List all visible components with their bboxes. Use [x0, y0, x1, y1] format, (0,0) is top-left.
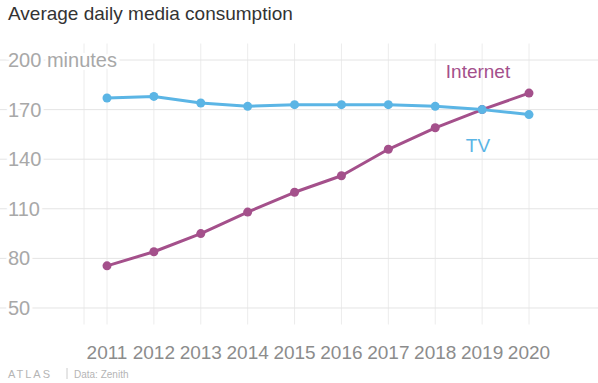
- x-grid-line: [341, 44, 342, 325]
- x-tick-label: 2020: [508, 342, 550, 363]
- point: [196, 229, 205, 238]
- x-grid-line: [247, 44, 248, 325]
- point: [384, 100, 393, 109]
- point: [149, 247, 158, 256]
- x-grid-line: [107, 44, 108, 325]
- point: [290, 188, 299, 197]
- credit: ATLAS: [8, 368, 52, 380]
- point: [103, 261, 112, 270]
- x-grid-line: [294, 44, 295, 325]
- point: [337, 171, 346, 180]
- y-grid-line: [0, 109, 598, 110]
- point: [149, 92, 158, 101]
- x-grid-line: [435, 44, 436, 325]
- source: Data: Zenith: [74, 369, 128, 380]
- point: [243, 208, 252, 217]
- title: Average daily media consumption: [8, 3, 293, 24]
- x-grid-line: [388, 44, 389, 325]
- x-tick-label: 2017: [367, 342, 409, 363]
- point: [290, 100, 299, 109]
- x-tick-label: 2011: [87, 342, 128, 363]
- point: [384, 145, 393, 154]
- x-tick-label: 2012: [133, 342, 175, 363]
- series-label: TV: [466, 135, 491, 156]
- point: [525, 89, 534, 98]
- point: [431, 123, 440, 132]
- x-tick-label: 2014: [227, 342, 270, 363]
- y-grid-line: [0, 159, 598, 160]
- point: [337, 100, 346, 109]
- plot-area: [103, 89, 534, 271]
- x-grid-line: [153, 44, 154, 325]
- series-line: [107, 93, 529, 266]
- y-tick-label: 50: [8, 297, 30, 319]
- point: [431, 102, 440, 111]
- point: [243, 102, 252, 111]
- x-grid-line: [482, 44, 483, 325]
- y-grid-line: [0, 208, 598, 209]
- x-grid-line: [529, 44, 530, 325]
- series-line: [107, 96, 529, 114]
- x-grid-line: [200, 44, 201, 325]
- series-label: Internet: [446, 61, 511, 82]
- x-tick-label: 2019: [461, 342, 503, 363]
- chart: Average daily media consumption 50 80 110 14…: [0, 0, 598, 383]
- y-grid-line: [0, 258, 598, 259]
- x-tick-label: 2016: [320, 342, 362, 363]
- point: [478, 105, 487, 114]
- point: [478, 105, 487, 114]
- x-tick-label: 2018: [414, 342, 456, 363]
- point: [103, 94, 112, 103]
- y-tick-label: 140: [8, 148, 41, 170]
- y-tick-label: 170: [8, 99, 41, 121]
- point: [196, 99, 205, 108]
- x-tick-label: 2013: [180, 342, 222, 363]
- y-grid-line: [0, 307, 598, 308]
- point: [525, 110, 534, 119]
- y-tick-label: 80: [8, 247, 30, 269]
- x-tick-label: 2015: [273, 342, 315, 363]
- footer-divider: [67, 368, 68, 379]
- y-axis-line: [84, 44, 85, 325]
- y-tick-label: 110: [8, 198, 40, 220]
- y-tick-label: 200 minutes: [8, 49, 117, 71]
